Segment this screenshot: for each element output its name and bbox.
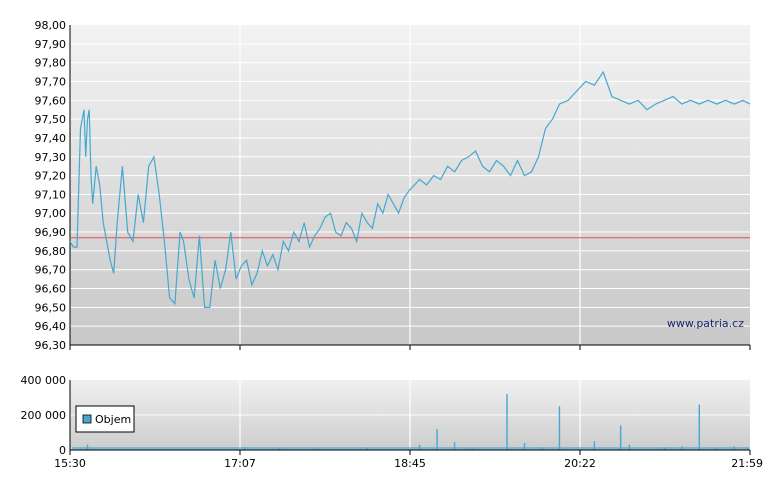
volume-chart-panel: 400 000 200 000 0 Objem (21, 374, 750, 457)
price-y-tick-label: 96,80 (35, 245, 67, 258)
price-y-tick-label: 97,50 (35, 113, 67, 126)
x-tick-label: 18:45 (394, 457, 426, 470)
price-y-tick-label: 96,50 (35, 301, 67, 314)
price-y-tick-label: 97,30 (35, 151, 67, 164)
volume-y-tick-label: 200 000 (21, 409, 67, 422)
x-tick-label: 15:30 (54, 457, 86, 470)
price-chart-panel: 98,00 97,90 97,80 97,70 97,60 97,50 97,40 97,30… (35, 19, 751, 352)
price-y-tick-label: 96,90 (35, 226, 67, 239)
price-series-line (69, 70, 751, 308)
price-y-tick-label: 97,40 (35, 132, 67, 145)
price-y-tick-label: 97,90 (35, 38, 67, 51)
legend-label: Objem (95, 413, 131, 426)
price-y-tick-label: 96,40 (35, 320, 67, 333)
price-y-tick-label: 97,20 (35, 170, 67, 183)
price-y-tick-label: 97,80 (35, 57, 67, 70)
volume-y-tick-label: 0 (59, 444, 66, 457)
price-y-tick-label: 97,70 (35, 75, 67, 88)
price-y-tick-label: 97,60 (35, 94, 67, 107)
volume-y-tick-label: 400 000 (21, 374, 67, 387)
volume-baseline-band (72, 447, 748, 450)
price-y-tick-label: 96,60 (35, 283, 67, 296)
x-tick-label: 20:22 (564, 457, 596, 470)
watermark: www.patria.cz (667, 317, 744, 330)
legend-swatch (82, 414, 92, 424)
price-grid (69, 25, 750, 346)
price-y-tick-label: 98,00 (35, 19, 67, 32)
price-y-tick-label: 96,70 (35, 264, 67, 277)
x-tick-label: 21:59 (731, 457, 763, 470)
x-axis: 15:30 17:07 18:45 20:22 21:59 (54, 345, 763, 470)
price-y-tick-label: 96,30 (35, 339, 67, 352)
volume-y-axis: 400 000 200 000 0 (21, 374, 67, 457)
price-y-tick-label: 97,10 (35, 188, 67, 201)
volume-legend: Objem (75, 405, 135, 433)
volume-grid (69, 380, 750, 450)
x-tick-label: 17:07 (224, 457, 256, 470)
price-y-tick-label: 97,00 (35, 207, 67, 220)
price-y-axis: 98,00 97,90 97,80 97,70 97,60 97,50 97,40 97,30… (35, 19, 67, 352)
